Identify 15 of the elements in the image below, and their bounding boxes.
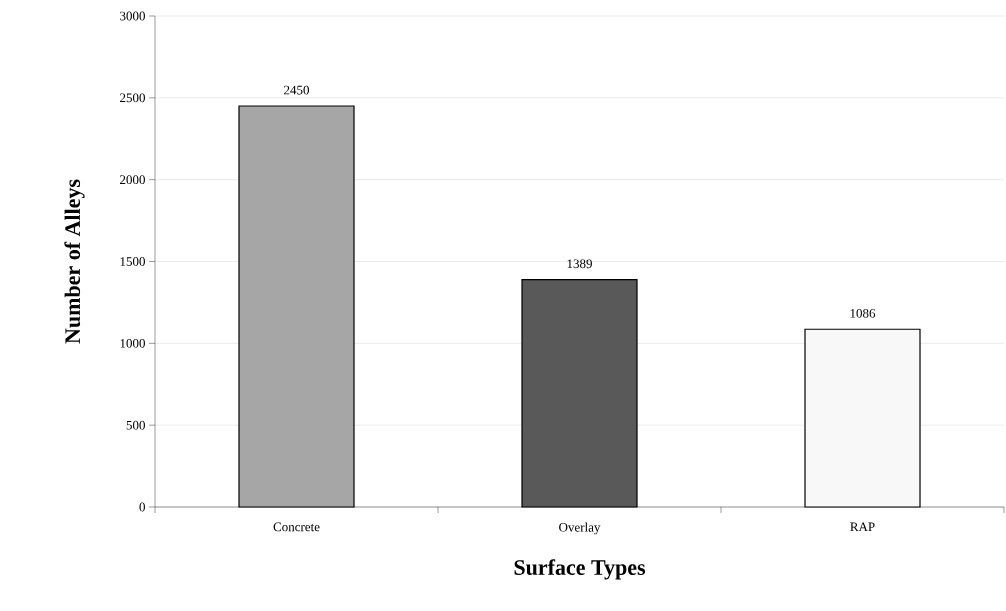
y-tick-label: 3000 bbox=[120, 11, 145, 21]
x-tick-label: Overlay bbox=[559, 522, 601, 535]
y-tick-label: 2500 bbox=[120, 93, 145, 103]
data-label: 1389 bbox=[567, 259, 592, 269]
x-tick-label: Concrete bbox=[273, 522, 320, 532]
data-label: 1086 bbox=[850, 308, 876, 318]
y-axis-title: Number of Alleys bbox=[64, 179, 85, 344]
x-tick-label: RAP bbox=[850, 522, 875, 532]
y-tick-label: 2000 bbox=[120, 175, 145, 185]
y-tick-label: 500 bbox=[126, 420, 145, 430]
x-axis-title: Surface Types bbox=[514, 559, 646, 580]
y-tick-label: 0 bbox=[139, 502, 145, 512]
data-label: 2450 bbox=[284, 85, 310, 95]
y-tick-label: 1000 bbox=[120, 338, 145, 348]
y-tick-label: 1500 bbox=[120, 257, 145, 266]
